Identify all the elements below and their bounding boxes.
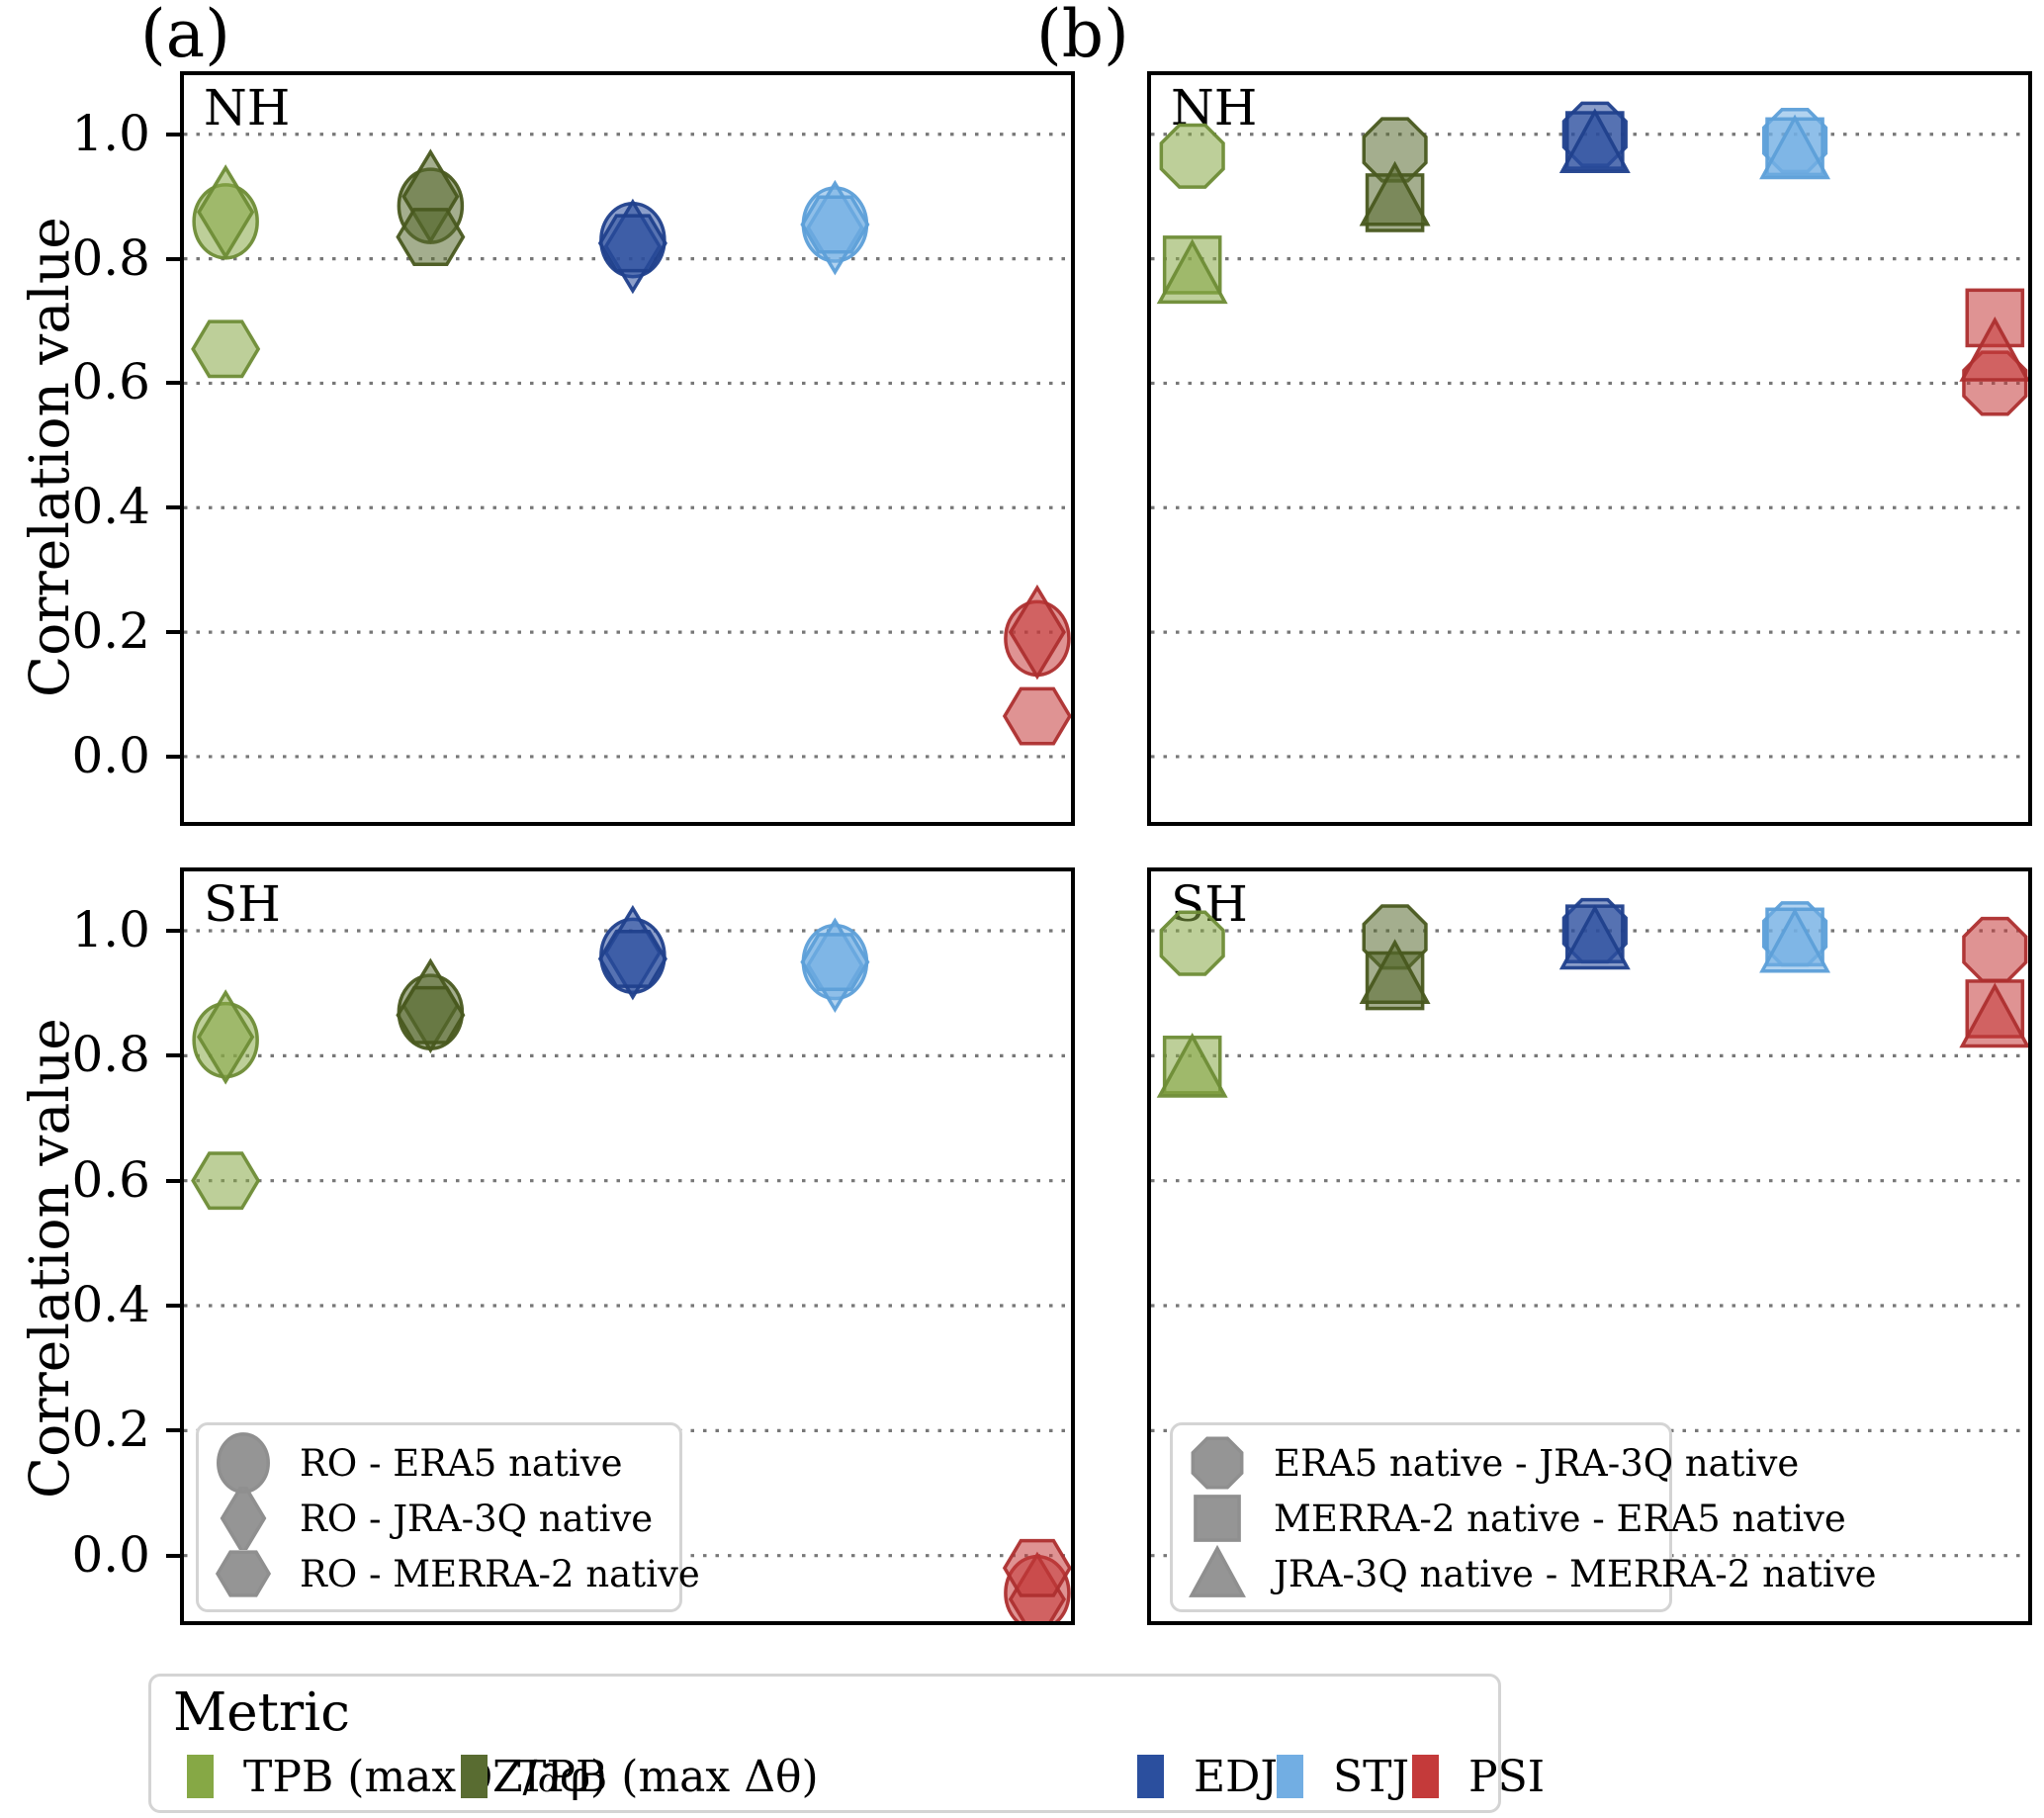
triangle-marker [1359,160,1431,227]
y-tick-mark [166,929,182,933]
triangle-marker [1189,1544,1246,1597]
legend-octagon-marker [1183,1431,1252,1495]
panel-title-a: (a) [140,0,230,72]
legend-item-label: JRA-3Q native - MERRA-2 native [1274,1552,1877,1595]
y-tick-mark [166,1428,182,1433]
octagon-marker [1962,916,2028,983]
hexagon-marker [800,195,870,254]
hexagon-marker [1002,1538,1071,1597]
y-tick-label: 0.4 [71,1276,150,1333]
y-tick-mark [166,132,182,136]
triangle-marker [1156,1032,1228,1098]
hexagon-marker [597,929,667,988]
metric-label-psi: PSI [1468,1751,1546,1802]
y-tick-mark [166,505,182,510]
y-tick-label: 0.2 [71,1401,150,1459]
metric-label-edj: EDJ [1194,1751,1279,1802]
plot-area [1151,897,2028,1558]
legend-item-label: RO - JRA-3Q native [300,1497,654,1540]
octagon-marker [1191,1436,1244,1490]
metric-label-tpb-dz: TPB (max ∂Z/∂φ) [243,1751,608,1802]
tpb-dt-swatch [461,1755,488,1798]
plot-area [184,904,1071,1621]
edj-swatch [1137,1755,1164,1798]
metric-legend: Metric TPB (max ∂Z/∂φ) TPB (max Δθ) EDJ … [148,1674,1545,1813]
octagon-marker [1159,910,1225,976]
y-tick-mark [166,1053,182,1058]
legend-item-label: ERA5 native - JRA-3Q native [1274,1441,1800,1485]
triangle-marker [1558,904,1631,970]
y-tick-label: 0.8 [71,1026,150,1084]
y-tick-mark [166,1553,182,1558]
panel-title-b: (b) [1036,0,1129,72]
y-tick-label: 0.0 [71,726,150,784]
y-tick-label: 0.6 [71,1150,150,1209]
tpb-dz-swatch [187,1755,214,1798]
legend-square-marker [1183,1487,1252,1550]
y-tick-mark [166,381,182,386]
triangle-marker [1959,982,2028,1048]
hexagon-marker [597,214,667,273]
hexagon-marker [215,1550,272,1597]
legend-item-label: RO - MERRA-2 native [300,1552,700,1595]
legend-reanalysis-comparisons: ERA5 native - JRA-3Q native MERRA-2 nati… [1170,1422,1877,1612]
legend-triangle-marker [1183,1542,1252,1605]
octagon-marker [1159,123,1225,189]
y-tick-mark [166,630,182,635]
triangle-marker [1759,907,1831,973]
hemisphere-label: NH [204,79,291,136]
triangle-marker [1959,316,2028,382]
plot-area [1151,101,2028,759]
hexagon-marker [396,208,466,267]
y-tick-label: 0.8 [71,228,150,287]
hemisphere-label: SH [204,875,281,933]
circle-marker [217,1432,270,1494]
diamond-marker [220,1487,267,1550]
legend-diamond-marker [209,1487,278,1550]
legend-item-label: MERRA-2 native - ERA5 native [1274,1497,1846,1540]
triangle-marker [1558,108,1631,174]
y-tick-mark [166,754,182,759]
diamond-marker [1008,584,1067,681]
triangle-marker [1156,238,1228,305]
hexagon-marker [1002,686,1071,746]
hexagon-marker [191,319,261,379]
square-marker [1194,1495,1241,1542]
metric-legend-title: Metric [173,1682,350,1743]
y-tick-mark [166,1178,182,1183]
triangle-marker [1359,939,1431,1005]
psi-swatch [1412,1755,1439,1798]
y-tick-label: 0.2 [71,602,150,661]
hexagon-marker [191,1151,261,1211]
y-tick-label: 0.0 [71,1525,150,1584]
y-tick-label: 1.0 [71,901,150,958]
y-tick-mark [166,1304,182,1308]
legend-ro-comparisons: RO - ERA5 native RO - JRA-3Q native RO -… [196,1422,700,1612]
diamond-marker [197,989,255,1085]
stj-swatch [1277,1755,1303,1798]
panel-a-nh: NH [180,71,1075,826]
y-tick-mark [166,256,182,261]
metric-label-stj: STJ [1333,1751,1410,1802]
triangle-marker [1759,114,1831,180]
y-tick-label: 0.4 [71,478,150,536]
legend-circle-marker [209,1431,278,1495]
diamond-marker [197,164,255,260]
legend-item-label: RO - ERA5 native [300,1441,623,1485]
y-tick-label: 1.0 [71,104,150,162]
metric-label-tpb-dt: TPB (max Δθ) [517,1751,819,1802]
legend-hexagon-marker [209,1542,278,1605]
y-tick-label: 0.6 [71,353,150,411]
panel-b-nh: NH [1147,71,2032,826]
plot-area [184,133,1071,759]
hexagon-marker [800,933,870,992]
hexagon-marker [396,985,466,1045]
